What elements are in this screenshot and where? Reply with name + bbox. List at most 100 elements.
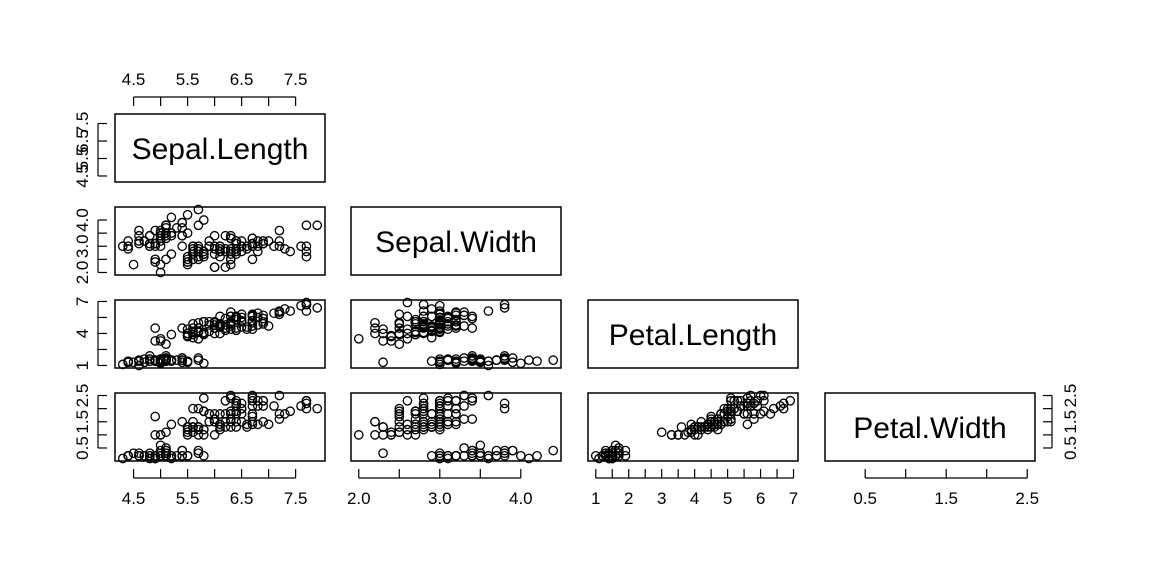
data-point bbox=[231, 238, 242, 249]
data-point bbox=[296, 300, 306, 311]
data-point bbox=[231, 325, 242, 336]
data-point bbox=[236, 309, 247, 320]
data-point bbox=[188, 422, 198, 432]
data-point bbox=[765, 409, 776, 419]
data-point bbox=[459, 443, 469, 453]
data-point bbox=[123, 241, 134, 252]
data-point bbox=[686, 427, 697, 438]
data-point bbox=[604, 448, 614, 459]
data-point bbox=[177, 217, 188, 228]
data-point bbox=[604, 453, 614, 464]
data-point bbox=[231, 395, 242, 406]
data-point bbox=[204, 326, 215, 337]
data-point bbox=[155, 259, 166, 270]
data-point bbox=[177, 355, 188, 365]
tick-label: 1 bbox=[591, 489, 600, 508]
data-point bbox=[231, 398, 242, 409]
data-point bbox=[386, 331, 397, 342]
data-point bbox=[198, 430, 209, 440]
data-point bbox=[732, 406, 743, 417]
tick-label: 7 bbox=[73, 297, 92, 306]
data-point bbox=[209, 230, 220, 241]
data-point bbox=[236, 241, 247, 252]
data-point bbox=[434, 356, 445, 367]
data-point bbox=[150, 238, 161, 249]
data-point bbox=[434, 414, 445, 424]
data-point bbox=[301, 220, 312, 231]
data-point bbox=[686, 424, 697, 435]
data-point bbox=[155, 451, 166, 461]
data-point bbox=[312, 220, 323, 231]
data-point bbox=[182, 357, 193, 368]
data-point bbox=[459, 310, 469, 321]
data-point bbox=[726, 409, 736, 419]
data-point bbox=[139, 357, 150, 368]
data-point bbox=[188, 246, 198, 257]
tick-label: 6 bbox=[756, 489, 765, 508]
data-point bbox=[220, 244, 231, 254]
data-point bbox=[716, 409, 726, 419]
data-point bbox=[209, 414, 220, 424]
data-point bbox=[182, 251, 193, 262]
data-point bbox=[475, 357, 486, 368]
data-point bbox=[193, 244, 204, 254]
data-point bbox=[236, 409, 247, 419]
data-point bbox=[269, 401, 279, 411]
tick-label: 2.0 bbox=[73, 261, 92, 285]
data-point bbox=[193, 327, 204, 338]
data-point bbox=[378, 448, 388, 459]
data-point bbox=[689, 422, 700, 432]
data-point bbox=[532, 356, 542, 367]
data-point bbox=[225, 244, 236, 254]
data-point bbox=[198, 215, 209, 225]
data-point bbox=[285, 246, 296, 257]
data-point bbox=[749, 398, 759, 409]
scatter-panel-sepal-length-vs-petal-width bbox=[114, 390, 326, 464]
data-point bbox=[491, 355, 502, 365]
data-point bbox=[144, 241, 155, 252]
data-point bbox=[155, 336, 166, 346]
top-axis-sepal-length: 4.5 5.5 6.5 7.5 bbox=[122, 70, 307, 106]
data-point bbox=[215, 241, 225, 252]
data-point bbox=[693, 422, 703, 432]
data-point bbox=[279, 304, 290, 314]
data-point bbox=[749, 414, 759, 424]
data-point bbox=[778, 403, 789, 414]
data-point bbox=[274, 390, 285, 401]
data-point bbox=[735, 395, 746, 406]
data-point bbox=[198, 246, 209, 257]
data-point bbox=[709, 416, 720, 427]
data-point bbox=[139, 451, 150, 461]
data-point bbox=[150, 430, 161, 440]
data-point bbox=[418, 398, 429, 409]
data-point bbox=[155, 356, 166, 367]
data-point bbox=[394, 339, 405, 349]
data-point bbox=[220, 320, 231, 330]
data-point bbox=[459, 390, 469, 401]
data-point bbox=[177, 323, 188, 333]
data-point bbox=[182, 209, 193, 220]
panel-frame bbox=[350, 392, 562, 462]
data-point bbox=[134, 451, 144, 461]
data-point bbox=[252, 395, 263, 406]
data-point bbox=[188, 403, 198, 414]
data-point bbox=[600, 445, 611, 456]
data-point bbox=[752, 401, 763, 411]
data-point bbox=[451, 451, 461, 461]
data-point bbox=[515, 358, 526, 369]
data-point bbox=[394, 406, 405, 417]
data-point bbox=[166, 419, 177, 430]
data-point bbox=[394, 323, 405, 333]
data-point bbox=[378, 324, 388, 335]
data-point bbox=[171, 355, 182, 365]
scatter-panel-sepal-length-vs-petal-length bbox=[114, 297, 326, 371]
data-point bbox=[215, 422, 225, 432]
data-point bbox=[451, 409, 461, 419]
data-point bbox=[193, 448, 204, 459]
data-point bbox=[215, 419, 225, 430]
data-point bbox=[683, 427, 693, 438]
data-point bbox=[161, 351, 171, 361]
data-point bbox=[467, 313, 478, 324]
variable-label: Petal.Length bbox=[609, 319, 777, 352]
data-point bbox=[177, 241, 188, 252]
